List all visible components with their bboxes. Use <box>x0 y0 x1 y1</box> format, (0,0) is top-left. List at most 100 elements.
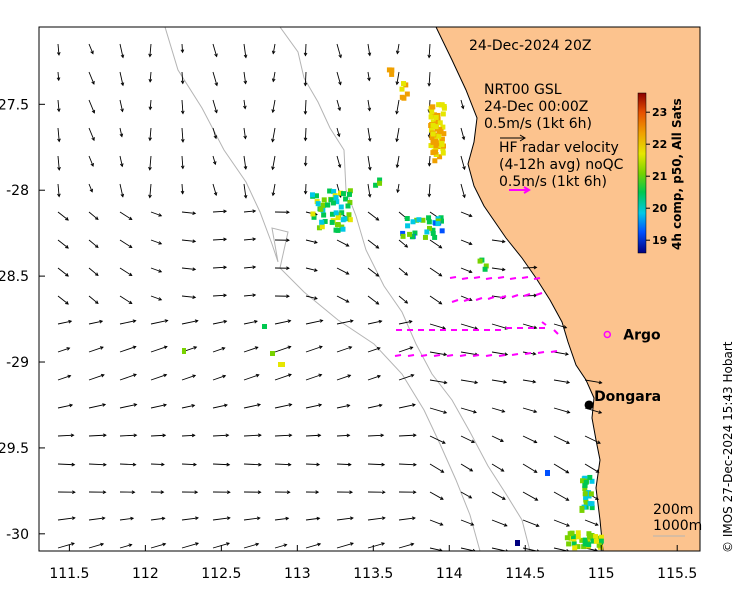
current-vector <box>304 43 307 56</box>
current-vector <box>212 43 218 57</box>
sst-pixel <box>346 212 352 218</box>
current-vector <box>57 404 73 409</box>
current-vector-head <box>192 267 197 272</box>
current-vector-head <box>191 404 196 408</box>
current-vector-head <box>534 497 539 501</box>
y-tick-label: -30 <box>6 527 29 543</box>
sst-pixel <box>412 230 418 236</box>
current-vector <box>88 404 106 409</box>
sst-pixel <box>321 197 327 203</box>
radar-vector <box>521 276 529 279</box>
current-vector-head <box>285 516 290 521</box>
current-vector <box>336 43 342 58</box>
radar-vector <box>449 276 457 279</box>
current-vector-head <box>565 469 570 474</box>
current-vector <box>88 211 99 220</box>
current-vector <box>367 155 371 170</box>
sst-pixel <box>324 202 330 208</box>
current-vector-head <box>65 301 69 305</box>
current-vector-head <box>257 490 262 495</box>
current-vector-head <box>287 462 292 467</box>
current-vector-head <box>131 490 136 494</box>
current-vector <box>336 346 352 353</box>
sst-pixel <box>318 206 324 212</box>
current-vector <box>212 320 227 325</box>
current-vector-head <box>271 78 276 83</box>
current-vector <box>336 374 351 381</box>
current-vector <box>119 346 136 353</box>
current-vector-head <box>120 193 125 198</box>
current-vector <box>305 543 321 549</box>
current-vector-head <box>503 523 508 527</box>
sst-pixel <box>343 196 349 202</box>
current-vector-head <box>243 194 248 199</box>
radar-vector <box>446 354 454 357</box>
current-vector <box>553 491 569 501</box>
radar-vector <box>553 329 559 335</box>
sst-pixel <box>589 505 595 511</box>
current-vector-head <box>148 194 152 199</box>
current-vector <box>119 463 136 466</box>
current-vector <box>119 127 123 137</box>
current-vector <box>212 71 218 86</box>
sst-pixel <box>580 478 586 484</box>
sst-pixel <box>433 143 439 149</box>
current-vector-head <box>180 190 185 195</box>
current-vector-head <box>316 516 321 521</box>
current-vector <box>398 404 416 409</box>
sst-pixel <box>432 158 438 164</box>
radar-vector <box>459 354 467 357</box>
sst-pixel <box>333 195 339 201</box>
current-vector <box>57 155 60 170</box>
current-vector-head <box>348 346 353 350</box>
current-vector <box>57 320 72 325</box>
radar-vector <box>407 354 415 357</box>
current-vector <box>367 71 370 81</box>
current-vector-head <box>395 110 399 115</box>
model-time-label: 24-Dec 00:00Z <box>484 99 588 115</box>
current-vector <box>460 379 478 384</box>
current-vector <box>119 239 133 248</box>
current-vector-head <box>128 300 133 305</box>
radar-vector <box>511 353 519 356</box>
sst-pixel <box>182 348 186 354</box>
current-vector <box>272 43 276 54</box>
current-vector-head <box>128 244 133 249</box>
current-vector-head <box>595 469 600 473</box>
isobath-legend-1000m: 1000m <box>653 518 702 534</box>
current-vector-head <box>132 319 137 323</box>
sst-pixels <box>182 67 604 551</box>
current-vector <box>57 127 60 142</box>
current-vector <box>181 127 184 142</box>
current-vector <box>88 543 104 549</box>
colorbar-ticks: 19 20 21 22 23 <box>646 106 668 247</box>
sst-pixel <box>440 124 446 130</box>
current-vector-head <box>368 166 372 171</box>
current-vector-head <box>213 135 218 140</box>
current-vector-head <box>473 409 477 414</box>
sst-pixel <box>309 192 315 198</box>
current-vector <box>304 71 307 86</box>
sst-pixel <box>428 114 434 120</box>
radar-vector <box>463 298 471 302</box>
radar-vector <box>523 293 531 297</box>
current-vector <box>460 211 472 217</box>
current-vector <box>150 543 166 549</box>
current-vector-head <box>566 380 571 384</box>
current-vector-head <box>66 347 71 351</box>
current-vector-head <box>533 409 538 414</box>
current-vector-head <box>286 210 290 215</box>
current-vector-head <box>158 241 163 245</box>
current-vector <box>88 99 95 114</box>
current-vector <box>243 210 256 213</box>
current-vector <box>553 463 569 474</box>
radar-vector <box>433 354 441 357</box>
current-vector-head <box>318 403 323 407</box>
current-vector <box>336 127 340 137</box>
current-vector-head <box>404 300 409 304</box>
sst-pixel <box>410 219 416 225</box>
current-vector-head <box>72 490 76 495</box>
current-vector-head <box>56 108 61 113</box>
current-vector-head <box>395 138 399 143</box>
current-vector-head <box>223 319 228 324</box>
